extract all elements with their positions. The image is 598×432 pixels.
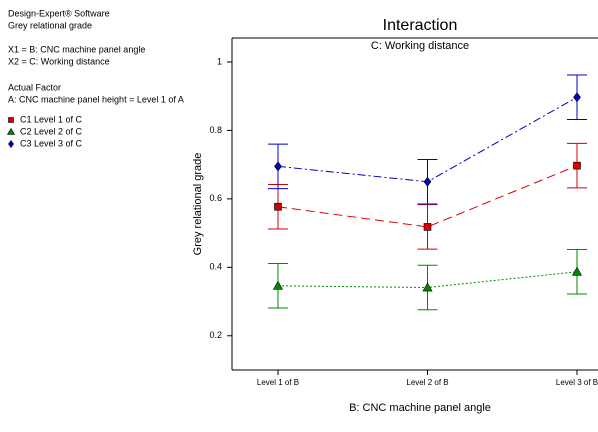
chart-subtitle: C: Working distance xyxy=(371,40,469,52)
info-text: Design-Expert® Software xyxy=(8,8,110,18)
legend-label: C3 Level 3 of C xyxy=(20,138,83,148)
y-tick-label: 0.4 xyxy=(209,262,222,272)
marker xyxy=(274,202,282,211)
legend-label: C2 Level 2 of C xyxy=(20,126,83,136)
chart-title: Interaction xyxy=(383,17,458,34)
x-axis-label: B: CNC machine panel angle xyxy=(349,402,491,414)
info-text: X1 = B: CNC machine panel angle xyxy=(8,44,145,54)
marker xyxy=(571,266,583,276)
x-tick-label: Level 2 of B xyxy=(406,378,448,387)
y-axis-label: Grey relational grade xyxy=(192,153,204,256)
marker xyxy=(423,223,432,231)
info-text: Grey relational grade xyxy=(8,20,92,30)
y-tick-label: 0.2 xyxy=(209,330,222,340)
y-tick-label: 1 xyxy=(217,56,222,66)
marker xyxy=(573,92,581,103)
info-text: X2 = C: Working distance xyxy=(8,56,110,66)
legend-marker xyxy=(8,117,14,123)
marker xyxy=(422,282,433,292)
x-tick-label: Level 3 of B xyxy=(556,378,598,387)
legend-marker xyxy=(8,139,14,149)
info-text: A: CNC machine panel height = Level 1 of… xyxy=(8,94,184,104)
x-tick-label: Level 1 of B xyxy=(257,378,299,387)
marker xyxy=(423,176,432,187)
marker xyxy=(274,161,282,172)
y-tick-label: 0.8 xyxy=(209,125,222,135)
legend-marker xyxy=(6,127,16,135)
legend-label: C1 Level 1 of C xyxy=(20,114,83,124)
series-line xyxy=(277,165,578,228)
marker xyxy=(573,161,581,170)
marker xyxy=(272,280,284,290)
y-tick-label: 0.6 xyxy=(209,193,222,203)
info-text: Actual Factor xyxy=(8,82,61,92)
